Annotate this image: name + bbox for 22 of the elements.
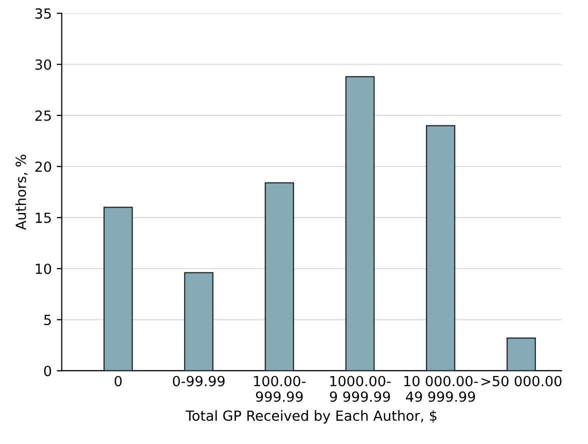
x-tick-label: 0 [114,376,122,386]
y-tick-label: 30 [35,59,52,70]
bar [104,206,133,371]
y-tick-label: 5 [44,314,51,326]
y-tick-label: 15 [36,212,51,224]
bar [426,125,456,371]
x-tick-label: 0-99.99 [172,376,225,386]
x-axis-title: Total GP Received by Each Author, $ [186,410,436,424]
y-tick-label: 0 [44,366,52,376]
y-axis-title: Authors, % [15,154,28,230]
x-tick-label: 100.00- 999.99 [254,376,306,402]
x-tick-label: 1000.00- 9 999.99 [330,376,391,402]
x-tick-label: 10 000.00- 49 999.99 [404,376,478,402]
bar [264,182,294,371]
y-tick-label: 25 [35,110,51,121]
bar [345,76,375,371]
bar [506,338,536,371]
y-tick-label: 20 [35,161,52,172]
y-tick-label: 10 [36,264,52,274]
y-tick-label: 35 [35,8,51,19]
x-tick-label: >50 000.00 [482,376,562,386]
bar [184,272,214,371]
